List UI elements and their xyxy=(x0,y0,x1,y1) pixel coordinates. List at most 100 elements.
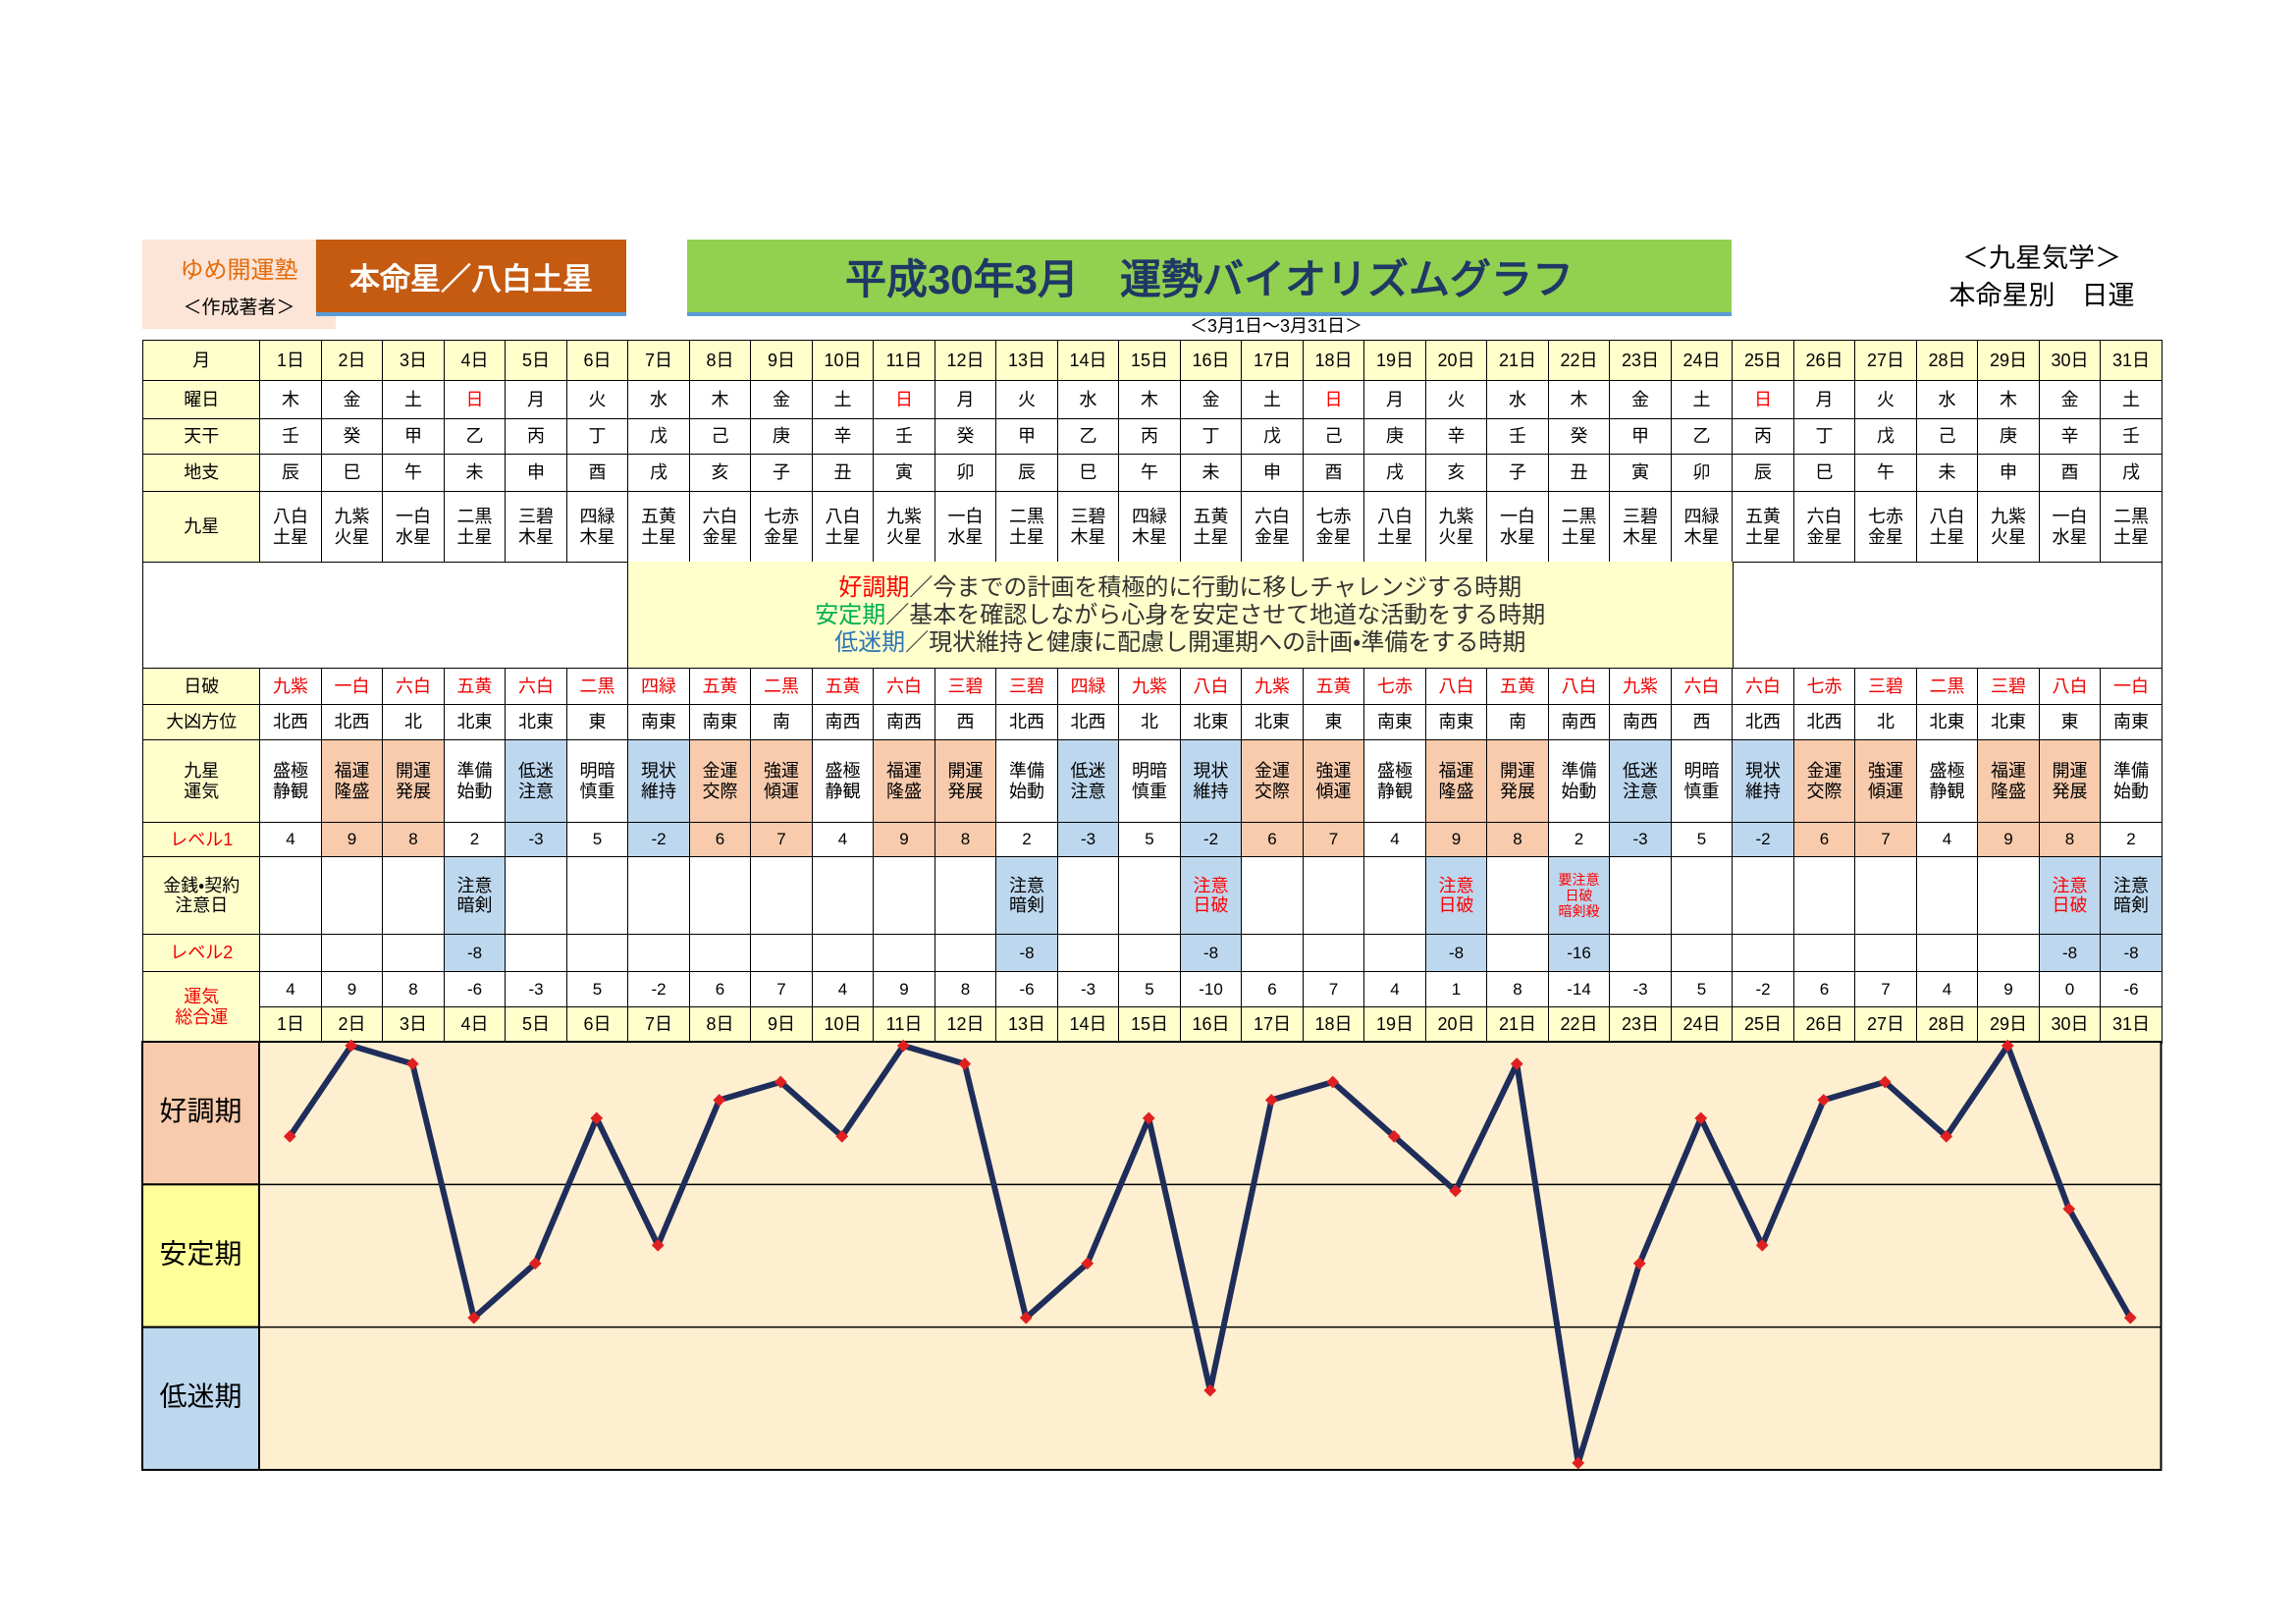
band-label: 低迷期 xyxy=(159,1381,241,1412)
stem: 辛 xyxy=(1424,418,1488,456)
star: 四緑木星 xyxy=(1683,507,1720,547)
honmei: 本命星／八白土星 xyxy=(349,261,593,297)
note xyxy=(1732,856,1794,936)
stem: 丙 xyxy=(505,418,567,456)
level1: -2 xyxy=(627,822,690,858)
note-text: 日破 xyxy=(1565,888,1593,904)
level1: 8 xyxy=(382,822,445,858)
total: 6 xyxy=(1241,971,1304,1008)
kiun: 盛極静観 xyxy=(811,739,875,824)
direction: 北東 xyxy=(1255,712,1290,732)
branch: 戌 xyxy=(2122,462,2140,483)
day: 25日 xyxy=(1732,1006,1794,1044)
fortune-point xyxy=(1510,1057,1523,1070)
branch: 戌 xyxy=(650,462,667,483)
note-text: 暗剣 xyxy=(1009,895,1044,916)
nippa: 五黄 xyxy=(825,676,861,696)
weekday: 土 xyxy=(2122,389,2140,409)
level1: 2 xyxy=(1574,830,1584,849)
stem: 庚 xyxy=(750,418,813,456)
nippa: 五黄 xyxy=(702,676,738,696)
kiun: 開運発展 xyxy=(1486,739,1549,824)
kiun: 準備始動 xyxy=(2100,739,2163,824)
total: 4 xyxy=(286,979,295,999)
weekday: 月 xyxy=(934,380,997,420)
stem: 己 xyxy=(1302,418,1365,456)
stem: 甲 xyxy=(1631,426,1649,447)
stem: 己 xyxy=(1938,426,1956,447)
day: 5日 xyxy=(521,350,550,370)
star: 八白土星 xyxy=(1376,507,1413,547)
branch: 卯 xyxy=(1692,462,1711,483)
day: 20日 xyxy=(1437,1014,1475,1035)
note xyxy=(688,856,752,936)
note-text: 日破 xyxy=(2052,895,2088,916)
day: 19日 xyxy=(1363,1006,1426,1044)
weekday: 土 xyxy=(1670,380,1734,420)
stem: 丙 xyxy=(1141,426,1158,447)
star: 一白水星 xyxy=(395,507,431,547)
stem: 丁 xyxy=(1815,426,1834,447)
branch: 巳 xyxy=(1815,462,1834,483)
nippa: 四緑 xyxy=(641,676,676,696)
direction: 南西 xyxy=(1561,712,1597,732)
nippa: 二黒 xyxy=(1929,676,1965,696)
level1: 2 xyxy=(2126,830,2136,849)
total: 8 xyxy=(934,971,997,1008)
level1: 9 xyxy=(1977,822,2040,858)
stem: 壬 xyxy=(1509,426,1526,447)
weekday: 木 xyxy=(1118,380,1181,420)
stem: 壬 xyxy=(1486,418,1549,456)
level2: -8 xyxy=(1424,934,1488,973)
star: 九紫火星 xyxy=(334,507,370,547)
note-text: 日破 xyxy=(1193,895,1229,916)
row-label-text: 九星 xyxy=(184,761,220,782)
weekday: 金 xyxy=(2060,389,2079,409)
day: 31日 xyxy=(2100,340,2163,382)
branch: 巳 xyxy=(343,462,361,483)
level1: 2 xyxy=(1022,830,1032,849)
star: 六白金星 xyxy=(1806,507,1842,547)
branch: 丑 xyxy=(833,462,852,483)
level1: 8 xyxy=(960,830,971,849)
fortune-point xyxy=(1142,1111,1155,1125)
level2 xyxy=(1363,934,1426,973)
stem: 戊 xyxy=(1263,426,1281,447)
note xyxy=(505,856,567,936)
row-label-text: 月 xyxy=(192,350,211,370)
direction: 北西 xyxy=(273,712,308,732)
kiun: 準備始動 xyxy=(443,739,507,824)
note xyxy=(1363,856,1426,936)
day: 27日 xyxy=(1854,340,1917,382)
direction: 東 xyxy=(1302,704,1365,741)
branch: 子 xyxy=(1486,454,1549,493)
nippa: 五黄 xyxy=(1500,676,1535,696)
day: 29日 xyxy=(1977,1006,2040,1044)
direction: 南西 xyxy=(1609,704,1672,741)
nippa: 四緑 xyxy=(1070,676,1106,696)
nippa: 二黒 xyxy=(1915,668,1979,706)
day: 3日 xyxy=(399,1014,427,1035)
kiun: 福運隆盛 xyxy=(1990,761,2026,801)
stem: 己 xyxy=(1324,426,1343,447)
stem: 庚 xyxy=(1386,426,1404,447)
level1: 6 xyxy=(1267,830,1277,849)
nippa: 五黄 xyxy=(443,668,507,706)
branch: 巳 xyxy=(1792,454,1856,493)
star: 六白金星 xyxy=(688,491,752,564)
direction: 東 xyxy=(1324,712,1343,732)
level1: 5 xyxy=(592,830,603,849)
legend-line: 低迷期／現状維持と健康に配慮し開運期への計画・準備をする時期 xyxy=(834,629,1525,657)
nippa: 七赤 xyxy=(1806,676,1842,696)
legend-text: ／基本を確認しながら心身を安定させて地道な活動をする時期 xyxy=(885,601,1546,628)
branch: 未 xyxy=(1938,462,1956,483)
stem: 壬 xyxy=(2122,426,2140,447)
kiun: 現状維持 xyxy=(1744,761,1781,801)
nippa: 三碧 xyxy=(947,676,984,696)
day: 6日 xyxy=(583,350,612,370)
weekday: 土 xyxy=(833,389,852,409)
day: 24日 xyxy=(1682,350,1721,370)
level2 xyxy=(1732,934,1794,973)
kiun: 明暗慎重 xyxy=(565,739,629,824)
